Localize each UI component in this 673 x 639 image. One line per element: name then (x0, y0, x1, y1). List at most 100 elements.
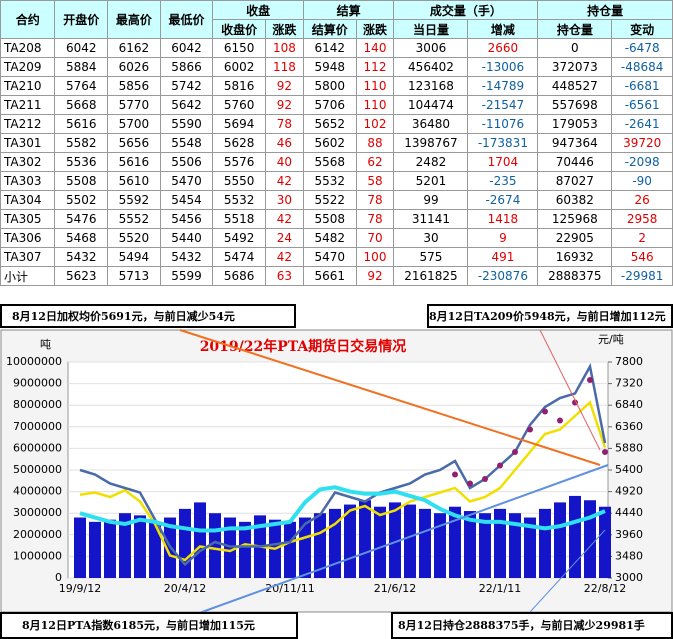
cell: 5592 (107, 190, 161, 210)
cell: 5700 (107, 114, 161, 134)
chart-title: 2019/22年PTA期货日交易情况 (200, 338, 407, 355)
cell: 42 (264, 247, 304, 267)
cell: TA304 (0, 190, 56, 210)
bar (494, 508, 506, 578)
cell: 5508 (302, 209, 357, 229)
bar (74, 517, 86, 578)
point (542, 408, 548, 415)
data-row: TA210 5764 5856 5742 5816 92 5800 110 123168 -147… (0, 76, 673, 96)
cell: 70446 (537, 152, 613, 172)
bar (584, 500, 596, 578)
bar (119, 513, 131, 578)
bar (509, 513, 521, 578)
cell: 5694 (212, 114, 266, 134)
header-row: 收盘价 涨跌 结算价 涨跌 当日量 增减 持仓量 变动 (1, 19, 673, 39)
header-cell: 持仓量 (537, 0, 673, 20)
cell: 5856 (107, 76, 161, 96)
header-cell: 成交量（手） (393, 0, 539, 20)
cell: 6162 (107, 38, 161, 58)
annotation-box (0, 304, 296, 328)
cell: 5552 (107, 209, 161, 229)
cell: 108 (264, 38, 304, 58)
cell: 36480 (393, 114, 469, 134)
cell: 5770 (107, 95, 161, 115)
cell: TA209 (0, 57, 56, 77)
trend-line (179, 329, 601, 466)
cell: 5742 (159, 76, 214, 96)
header-cell: 当日量 (393, 19, 469, 39)
cell: 947364 (537, 133, 613, 153)
y-tick-label: 9000000 (13, 377, 62, 390)
cell: 575 (393, 247, 469, 267)
cell: -2641 (611, 114, 673, 134)
cell: 5476 (54, 209, 109, 229)
cell: -6681 (611, 76, 673, 96)
cell: 92 (264, 76, 304, 96)
point (557, 417, 563, 424)
cell: -11076 (467, 114, 539, 134)
cell: 110 (355, 76, 395, 96)
header-cell: 持仓量 (537, 19, 613, 39)
bar (224, 517, 236, 578)
cell: 125968 (537, 209, 613, 229)
cell: 42 (264, 171, 304, 191)
cell: 39720 (611, 133, 673, 153)
annotation-box (427, 304, 673, 328)
bar (464, 511, 476, 578)
cell: 5616 (54, 114, 109, 134)
cell: 5816 (212, 76, 266, 96)
cell: 491 (467, 247, 539, 267)
cell: 6042 (54, 38, 109, 58)
cell: -48684 (611, 57, 673, 77)
cell: -90 (611, 171, 673, 191)
cell: 5764 (54, 76, 109, 96)
cell: 5590 (159, 114, 214, 134)
bar (104, 519, 116, 578)
point (467, 480, 473, 487)
bar (449, 506, 461, 578)
chart: 2019/22年PTA期货日交易情况 吨 元/吨 0 1000000 2000000… (0, 304, 673, 639)
header-cell: 增减 (467, 19, 539, 39)
x-tick-label: 20/11/11 (265, 582, 314, 595)
y2-tick-label: 7800 (615, 355, 643, 368)
cell: 5454 (159, 190, 214, 210)
cell: 1398767 (393, 133, 469, 153)
cell: 30 (393, 228, 469, 248)
cell: 9 (467, 228, 539, 248)
cell: 2958 (611, 209, 673, 229)
annotation-box (0, 612, 298, 639)
cell: 2161825 (393, 266, 469, 286)
data-row: TA307 5432 5494 5432 5474 42 5470 100 575 491 1693… (0, 247, 673, 267)
y2-tick-label: 6360 (615, 420, 643, 433)
callout-line (529, 529, 606, 613)
cell: 5432 (159, 247, 214, 267)
cell: -6478 (611, 38, 673, 58)
cell: 123168 (393, 76, 469, 96)
data-row: TA303 5508 5610 5470 5550 42 5532 58 5201 -235 870… (0, 171, 673, 191)
header-cell: 最低价 (159, 0, 214, 39)
cell: 6026 (107, 57, 161, 77)
point (482, 476, 488, 482)
cell: 92 (355, 266, 395, 286)
annotation: 8月12日加权均价5691元，与前日减少54元 (12, 309, 235, 323)
cell: 5532 (212, 190, 266, 210)
cell: 140 (355, 38, 395, 58)
bar (359, 500, 371, 578)
cell: 5522 (302, 190, 357, 210)
bar (314, 513, 326, 578)
cell: 100 (355, 247, 395, 267)
data-row: TA304 5502 5592 5454 5532 30 5522 78 99 -2674 6038… (0, 190, 673, 210)
cell: 5536 (54, 152, 109, 172)
bar (419, 508, 431, 578)
bar (434, 513, 446, 578)
annotation: 8月12日持仓2888375手，与前日减少29981手 (398, 618, 645, 632)
bar (389, 502, 401, 578)
cell: 78 (355, 190, 395, 210)
y2-tick-label: 5880 (615, 441, 643, 454)
y-tick-label: 2000000 (13, 528, 62, 541)
cell: 62 (355, 152, 395, 172)
bar (404, 504, 416, 578)
callout-line (539, 329, 601, 451)
y-tick-label: 3000000 (13, 506, 62, 519)
cell: 5576 (212, 152, 266, 172)
